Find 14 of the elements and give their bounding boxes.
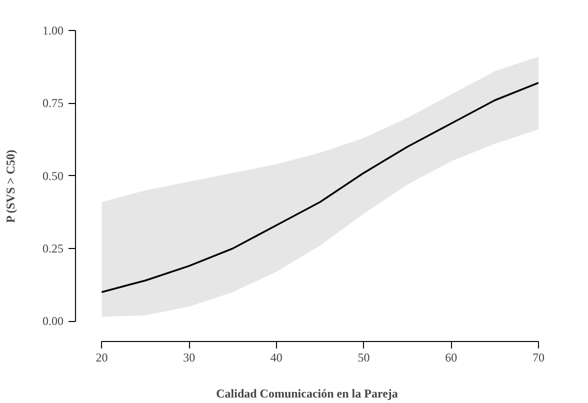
y-tick-label: 0.75 bbox=[42, 96, 64, 110]
x-tick-label: 40 bbox=[270, 350, 282, 364]
x-tick-label: 20 bbox=[96, 350, 108, 364]
y-tick-label: 0.50 bbox=[42, 168, 64, 183]
y-axis-title: P (SVS > C50) bbox=[4, 150, 18, 223]
x-axis-title: Calidad Comunicación en la Pareja bbox=[216, 386, 398, 400]
y-tick-label: 0.25 bbox=[42, 241, 64, 256]
x-tick-label: 60 bbox=[445, 350, 458, 364]
x-tick-label: 50 bbox=[358, 350, 370, 364]
line-series bbox=[100, 82, 538, 293]
x-tick-label: 30 bbox=[183, 350, 196, 364]
y-tick-label: 0.00 bbox=[42, 314, 64, 328]
y-tick-label: 1.00 bbox=[42, 24, 64, 38]
x-tick-label: 70 bbox=[532, 350, 544, 364]
